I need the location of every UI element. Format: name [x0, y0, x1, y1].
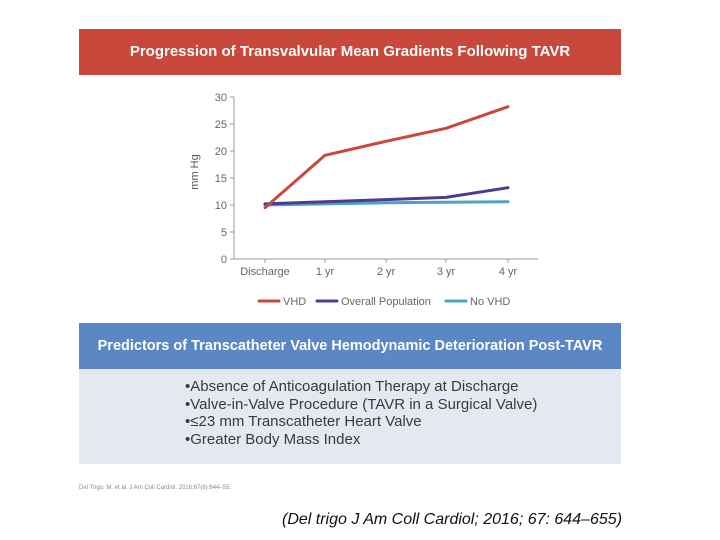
legend-label: VHD: [283, 296, 306, 308]
series-line-overall-population: [263, 186, 510, 206]
y-tick-label: 30: [215, 92, 227, 104]
legend: VHD Overall Population No VHD: [257, 296, 510, 308]
y-tick-label: 0: [221, 254, 227, 266]
x-tick-label: Discharge: [240, 266, 290, 278]
predictors-list: •Absence of Anticoagulation Therapy at D…: [185, 378, 537, 448]
series-line-vhd: [263, 105, 510, 210]
y-ticks: 0 5 10 15 20 25 30: [215, 92, 234, 266]
x-ticks: Discharge 1 yr 2 yr 3 yr 4 yr: [240, 259, 518, 278]
predictor-item: •≤23 mm Transcatheter Heart Valve: [185, 413, 422, 430]
predictors-title: Predictors of Transcatheter Valve Hemody…: [97, 338, 603, 354]
line-chart: 0 5 10 15 20 25 30 Discharge 1 yr 2 yr 3 yr 4 yr m…: [189, 92, 538, 308]
source-note: Del Trigo, M. et al. J Am Coll Cardiol. …: [79, 485, 232, 491]
x-tick-label: 2 yr: [377, 266, 396, 278]
legend-label: Overall Population: [341, 296, 431, 308]
x-tick-label: 4 yr: [499, 266, 518, 278]
predictors-box: •Absence of Anticoagulation Therapy at D…: [79, 369, 621, 464]
y-axis-label: mm Hg: [189, 154, 201, 189]
citation: (Del trigo J Am Coll Cardiol; 2016; 67: …: [282, 511, 623, 528]
predictor-item: •Valve-in-Valve Procedure (TAVR in a Sur…: [185, 395, 538, 413]
predictor-item: •Greater Body Mass Index: [185, 430, 361, 448]
y-tick-label: 5: [221, 227, 227, 239]
y-tick-label: 25: [215, 119, 227, 131]
predictor-item: •Absence of Anticoagulation Therapy at D…: [185, 378, 519, 395]
series-line-no-vhd: [263, 200, 510, 207]
series-lines: [263, 105, 510, 210]
predictors-banner: Predictors of Transcatheter Valve Hemody…: [79, 323, 621, 369]
x-tick-label: 1 yr: [316, 266, 335, 278]
y-tick-label: 10: [215, 200, 227, 212]
chart-title-banner: Progression of Transvalvular Mean Gradie…: [79, 29, 621, 75]
y-tick-label: 20: [215, 146, 227, 158]
legend-label: No VHD: [470, 296, 510, 308]
chart-title: Progression of Transvalvular Mean Gradie…: [129, 43, 571, 60]
y-tick-label: 15: [215, 173, 227, 185]
x-tick-label: 3 yr: [437, 266, 456, 278]
